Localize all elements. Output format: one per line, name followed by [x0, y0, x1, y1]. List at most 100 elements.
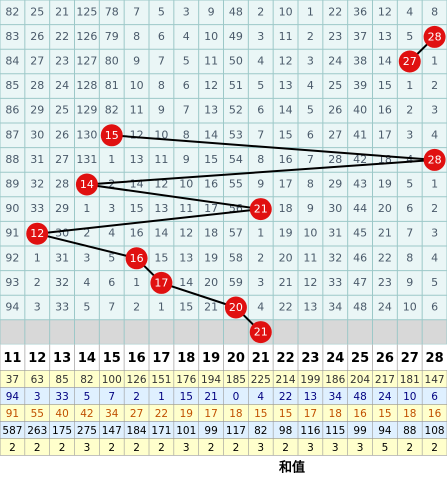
cell: 6	[406, 202, 413, 215]
cell: 14	[179, 276, 193, 289]
cell: 50	[229, 55, 243, 68]
stat-cell: 171	[151, 425, 171, 437]
cell: 9	[183, 153, 190, 166]
cell: 9	[307, 202, 314, 215]
cell: 127	[76, 55, 97, 68]
cell: 58	[229, 251, 243, 264]
cell: 129	[76, 104, 97, 117]
cell: 4	[257, 55, 264, 68]
cell: 92	[5, 251, 19, 264]
cell: 18	[204, 227, 218, 240]
stat-cell: 3	[183, 442, 190, 454]
stat-cell: 17	[204, 408, 217, 420]
stat-cell: 99	[353, 425, 366, 437]
cell: 94	[5, 301, 19, 314]
cell: 130	[76, 128, 97, 141]
stat-cell: 2	[406, 442, 413, 454]
cell: 5	[307, 104, 314, 117]
stat-cell: 15	[378, 408, 391, 420]
stat-cell: 217	[375, 374, 395, 386]
stat-cell: 16	[353, 408, 367, 420]
cell: 1	[133, 276, 140, 289]
stat-cell: 18	[403, 408, 416, 420]
cell: 1	[108, 153, 115, 166]
cell: 42	[353, 153, 367, 166]
cell: 7	[158, 55, 165, 68]
cell: 20	[279, 251, 293, 264]
cell: 7	[406, 227, 413, 240]
cell: 44	[353, 202, 367, 215]
stat-cell: 184	[127, 425, 147, 437]
stat-cell: 175	[52, 425, 72, 437]
cell: 12	[378, 5, 392, 18]
header-cell: 27	[401, 351, 419, 366]
cell: 2	[257, 251, 264, 264]
cell: 3	[83, 251, 90, 264]
cell: 34	[328, 301, 342, 314]
cell: 12	[154, 178, 168, 191]
cell: 33	[55, 301, 69, 314]
cell: 48	[229, 5, 243, 18]
stat-cell: 151	[151, 374, 171, 386]
cell: 16	[279, 153, 293, 166]
stat-cell: 116	[300, 425, 320, 437]
stat-cell: 199	[300, 374, 320, 386]
cell: 7	[257, 128, 264, 141]
stat-cell: 94	[6, 391, 20, 403]
cell: 5	[431, 276, 438, 289]
cell: 19	[204, 251, 218, 264]
stat-cell: 18	[229, 408, 242, 420]
cell: 6	[307, 128, 314, 141]
cell: 39	[353, 79, 367, 92]
stat-cell: 2	[431, 442, 438, 454]
stat-cell: 99	[204, 425, 217, 437]
cell: 4	[183, 30, 190, 43]
cell: 6	[158, 30, 165, 43]
cell: 1	[431, 178, 438, 191]
footer-label: 和值	[279, 460, 305, 476]
cell: 15	[378, 79, 392, 92]
trend-line	[37, 232, 137, 260]
cell: 8	[158, 79, 165, 92]
stat-cell: 15	[254, 408, 267, 420]
cell: 47	[353, 276, 367, 289]
hit-ball	[423, 25, 446, 48]
stat-cell: 22	[279, 391, 292, 403]
hit-number: 27	[403, 55, 417, 68]
stat-cell: 3	[34, 391, 41, 403]
cell: 18	[279, 202, 293, 215]
cell: 55	[229, 178, 243, 191]
header-cell: 26	[376, 351, 394, 366]
cell: 2	[307, 30, 314, 43]
header-cell: 24	[326, 351, 344, 366]
cell: 27	[328, 128, 342, 141]
cell: 128	[76, 79, 97, 92]
cell: 87	[5, 128, 19, 141]
cell: 10	[279, 5, 293, 18]
stat-cell: 2	[59, 442, 66, 454]
cell: 82	[5, 5, 19, 18]
cell: 88	[5, 153, 19, 166]
cell: 15	[204, 153, 218, 166]
stat-cell: 2	[133, 442, 140, 454]
cell: 15	[154, 251, 168, 264]
cell: 12	[204, 79, 218, 92]
cell: 21	[378, 227, 392, 240]
cell: 16	[378, 104, 392, 117]
header-cell: 28	[426, 351, 444, 366]
header-cell: 20	[227, 351, 245, 366]
cell: 125	[76, 5, 97, 18]
cell: 10	[204, 30, 218, 43]
cell: 29	[30, 104, 44, 117]
hit-ball	[26, 222, 49, 245]
cell: 3	[431, 104, 438, 117]
cell: 4	[257, 301, 264, 314]
header-cell: 14	[78, 351, 96, 366]
cell: 5	[183, 55, 190, 68]
stat-cell: 185	[226, 374, 246, 386]
hit-number: 28	[428, 153, 442, 166]
stat-cell: 63	[31, 374, 44, 386]
stat-cell: 88	[403, 425, 416, 437]
cell: 45	[353, 227, 367, 240]
cell: 53	[229, 128, 243, 141]
